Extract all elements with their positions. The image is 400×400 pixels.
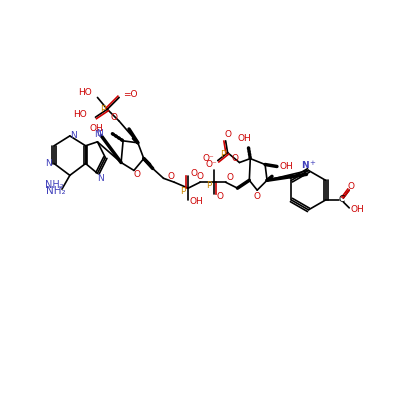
Text: NH₂: NH₂ [45, 180, 63, 190]
Text: P: P [220, 150, 225, 159]
Text: O⁻: O⁻ [206, 160, 218, 169]
Text: O: O [226, 173, 233, 182]
Text: P: P [180, 187, 186, 196]
Text: N: N [70, 132, 77, 140]
Text: OH: OH [350, 205, 364, 214]
Text: N: N [96, 130, 103, 138]
Text: +: + [310, 160, 315, 166]
Text: C: C [338, 196, 344, 204]
Text: N: N [45, 159, 52, 168]
Text: O: O [196, 172, 204, 181]
Text: O: O [231, 154, 238, 163]
Text: O: O [190, 169, 198, 178]
Text: O: O [168, 172, 175, 181]
Text: OH: OH [189, 198, 203, 206]
Text: P: P [206, 181, 212, 190]
Text: N: N [94, 130, 101, 140]
Text: O⁻: O⁻ [202, 154, 214, 163]
Text: OH: OH [238, 134, 251, 143]
Text: N: N [301, 161, 308, 170]
Text: O: O [133, 170, 140, 179]
Text: O: O [111, 113, 118, 122]
Text: HO: HO [78, 88, 92, 97]
Text: OH: OH [90, 124, 103, 132]
Text: O: O [254, 192, 261, 200]
Text: O: O [348, 182, 355, 191]
Text: P: P [100, 105, 105, 114]
Text: =O: =O [123, 90, 138, 99]
Text: NH₂: NH₂ [46, 186, 66, 196]
Text: HO: HO [73, 110, 86, 119]
Text: N: N [97, 174, 104, 183]
Text: OH: OH [280, 162, 294, 171]
Text: O: O [224, 130, 231, 140]
Text: O: O [216, 192, 223, 200]
